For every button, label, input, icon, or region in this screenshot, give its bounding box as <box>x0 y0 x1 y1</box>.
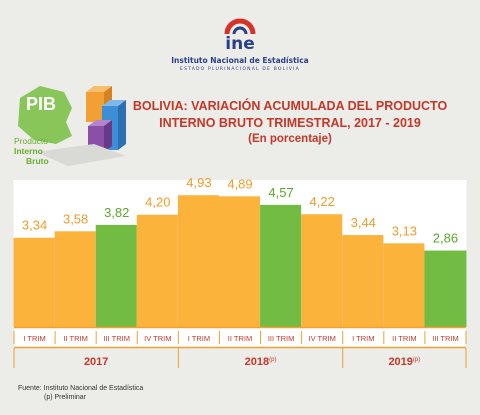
bar <box>383 243 426 327</box>
bar <box>177 195 220 327</box>
category-label: I TRIM <box>188 334 210 343</box>
bar <box>301 214 344 327</box>
category-label: III TRIM <box>103 334 130 343</box>
data-label: 4,20 <box>145 195 170 210</box>
category-label: I TRIM <box>23 334 45 343</box>
year-superscript: (p) <box>269 357 276 363</box>
pib-caption: Producto Interno Bruto <box>14 136 49 166</box>
data-label: 3,13 <box>392 223 417 238</box>
bar <box>219 196 261 327</box>
data-label: 4,93 <box>186 175 211 190</box>
ine-logo-mark-icon <box>224 18 256 35</box>
data-label: 3,58 <box>63 211 88 226</box>
institution-name: Instituto Nacional de Estadística <box>171 56 309 65</box>
bar <box>136 214 179 327</box>
category-label: II TRIM <box>63 334 87 343</box>
chart-title-block: BOLIVIA: VARIACIÓN ACUMULADA DEL PRODUCT… <box>120 98 460 147</box>
bar <box>342 235 385 327</box>
category-label: IV TRIM <box>308 334 335 343</box>
year-label: 2017 <box>84 356 108 368</box>
bar <box>13 237 56 327</box>
pib-word: PIB <box>26 94 57 114</box>
source-text: Fuente: Instituto Nacional de Estadístic… <box>18 385 144 392</box>
category-label: II TRIM <box>392 334 416 343</box>
category-label: III TRIM <box>268 334 295 343</box>
data-label: 3,82 <box>104 205 129 220</box>
chart-title-line2: INTERNO BRUTO TRIMESTRAL, 2017 - 2019 <box>159 116 421 130</box>
data-label: 4,89 <box>227 176 252 191</box>
pib-badge-graphic <box>18 86 126 166</box>
category-label: IV TRIM <box>144 334 171 343</box>
data-label: 3,44 <box>351 215 376 230</box>
pib-caption-line2: Interno <box>14 146 43 156</box>
year-superscript: (p) <box>413 357 420 363</box>
year-label: 2018(p) <box>245 356 277 368</box>
pib-caption-line1: Producto <box>14 136 49 146</box>
category-label: III TRIM <box>432 334 459 343</box>
chart-title-line1: BOLIVIA: VARIACIÓN ACUMULADA DEL PRODUCT… <box>132 99 448 113</box>
logo-word: ine <box>225 34 255 54</box>
state-name: ESTADO PLURINACIONAL DE BOLIVIA <box>180 67 300 72</box>
pib-caption-line3: Bruto <box>26 156 49 166</box>
preliminary-note: (p) Preliminar <box>44 394 87 401</box>
bar <box>260 204 303 327</box>
bar <box>54 231 97 327</box>
bar <box>95 224 138 327</box>
category-label: I TRIM <box>352 334 374 343</box>
year-label: 2019(p) <box>388 356 420 368</box>
bar <box>424 250 467 327</box>
category-strip <box>14 327 466 348</box>
data-label: 4,57 <box>268 185 293 200</box>
source-note: Fuente: Instituto Nacional de Estadístic… <box>18 384 143 402</box>
data-label: 2,86 <box>433 231 458 246</box>
data-label: 3,34 <box>22 218 47 233</box>
category-label: II TRIM <box>228 334 252 343</box>
chart-subtitle: (En porcentaje) <box>248 133 332 145</box>
data-label: 4,22 <box>310 194 335 209</box>
